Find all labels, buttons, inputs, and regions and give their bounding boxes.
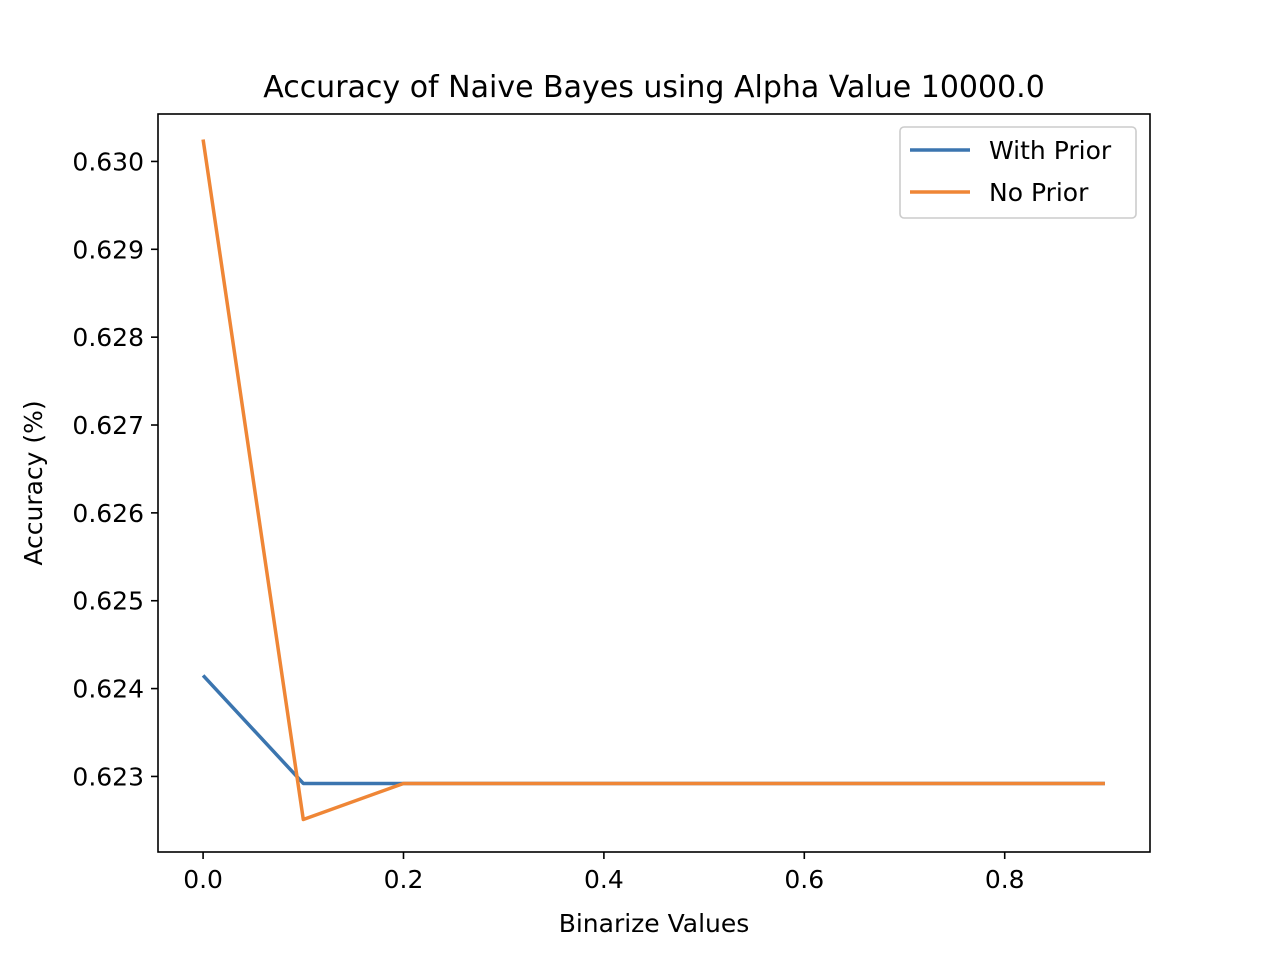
x-tick-label: 0.0: [183, 865, 223, 894]
x-tick-label: 0.6: [784, 865, 824, 894]
series-line-no-prior: [201, 139, 1105, 822]
y-tick-label: 0.628: [72, 323, 144, 352]
y-tick-label: 0.630: [72, 147, 144, 176]
y-tick-label: 0.625: [72, 587, 144, 616]
x-tick-label: 0.2: [384, 865, 424, 894]
x-tick-label: 0.4: [584, 865, 624, 894]
y-tick-label: 0.627: [72, 411, 144, 440]
chart-title: Accuracy of Naive Bayes using Alpha Valu…: [263, 70, 1045, 105]
y-tick-label: 0.626: [72, 499, 144, 528]
legend: With Prior No Prior: [899, 126, 1137, 219]
y-tick-label: 0.629: [72, 235, 144, 264]
legend-label-no-prior: No Prior: [989, 178, 1089, 207]
plot-frame: [157, 113, 1151, 853]
series-layer: [201, 139, 1105, 822]
y-tick-label: 0.623: [72, 762, 144, 791]
y-axis: 0.623 0.624 0.625 0.626 0.627 0.628 0.629 0.630: [72, 147, 158, 791]
x-tick-label: 0.8: [985, 865, 1025, 894]
x-axis: 0.0 0.2 0.4 0.6 0.8: [183, 852, 1025, 894]
legend-label-with-prior: With Prior: [989, 136, 1112, 165]
y-axis-label: Accuracy (%): [19, 400, 48, 565]
y-tick-label: 0.624: [72, 675, 144, 704]
x-axis-label: Binarize Values: [559, 909, 750, 938]
